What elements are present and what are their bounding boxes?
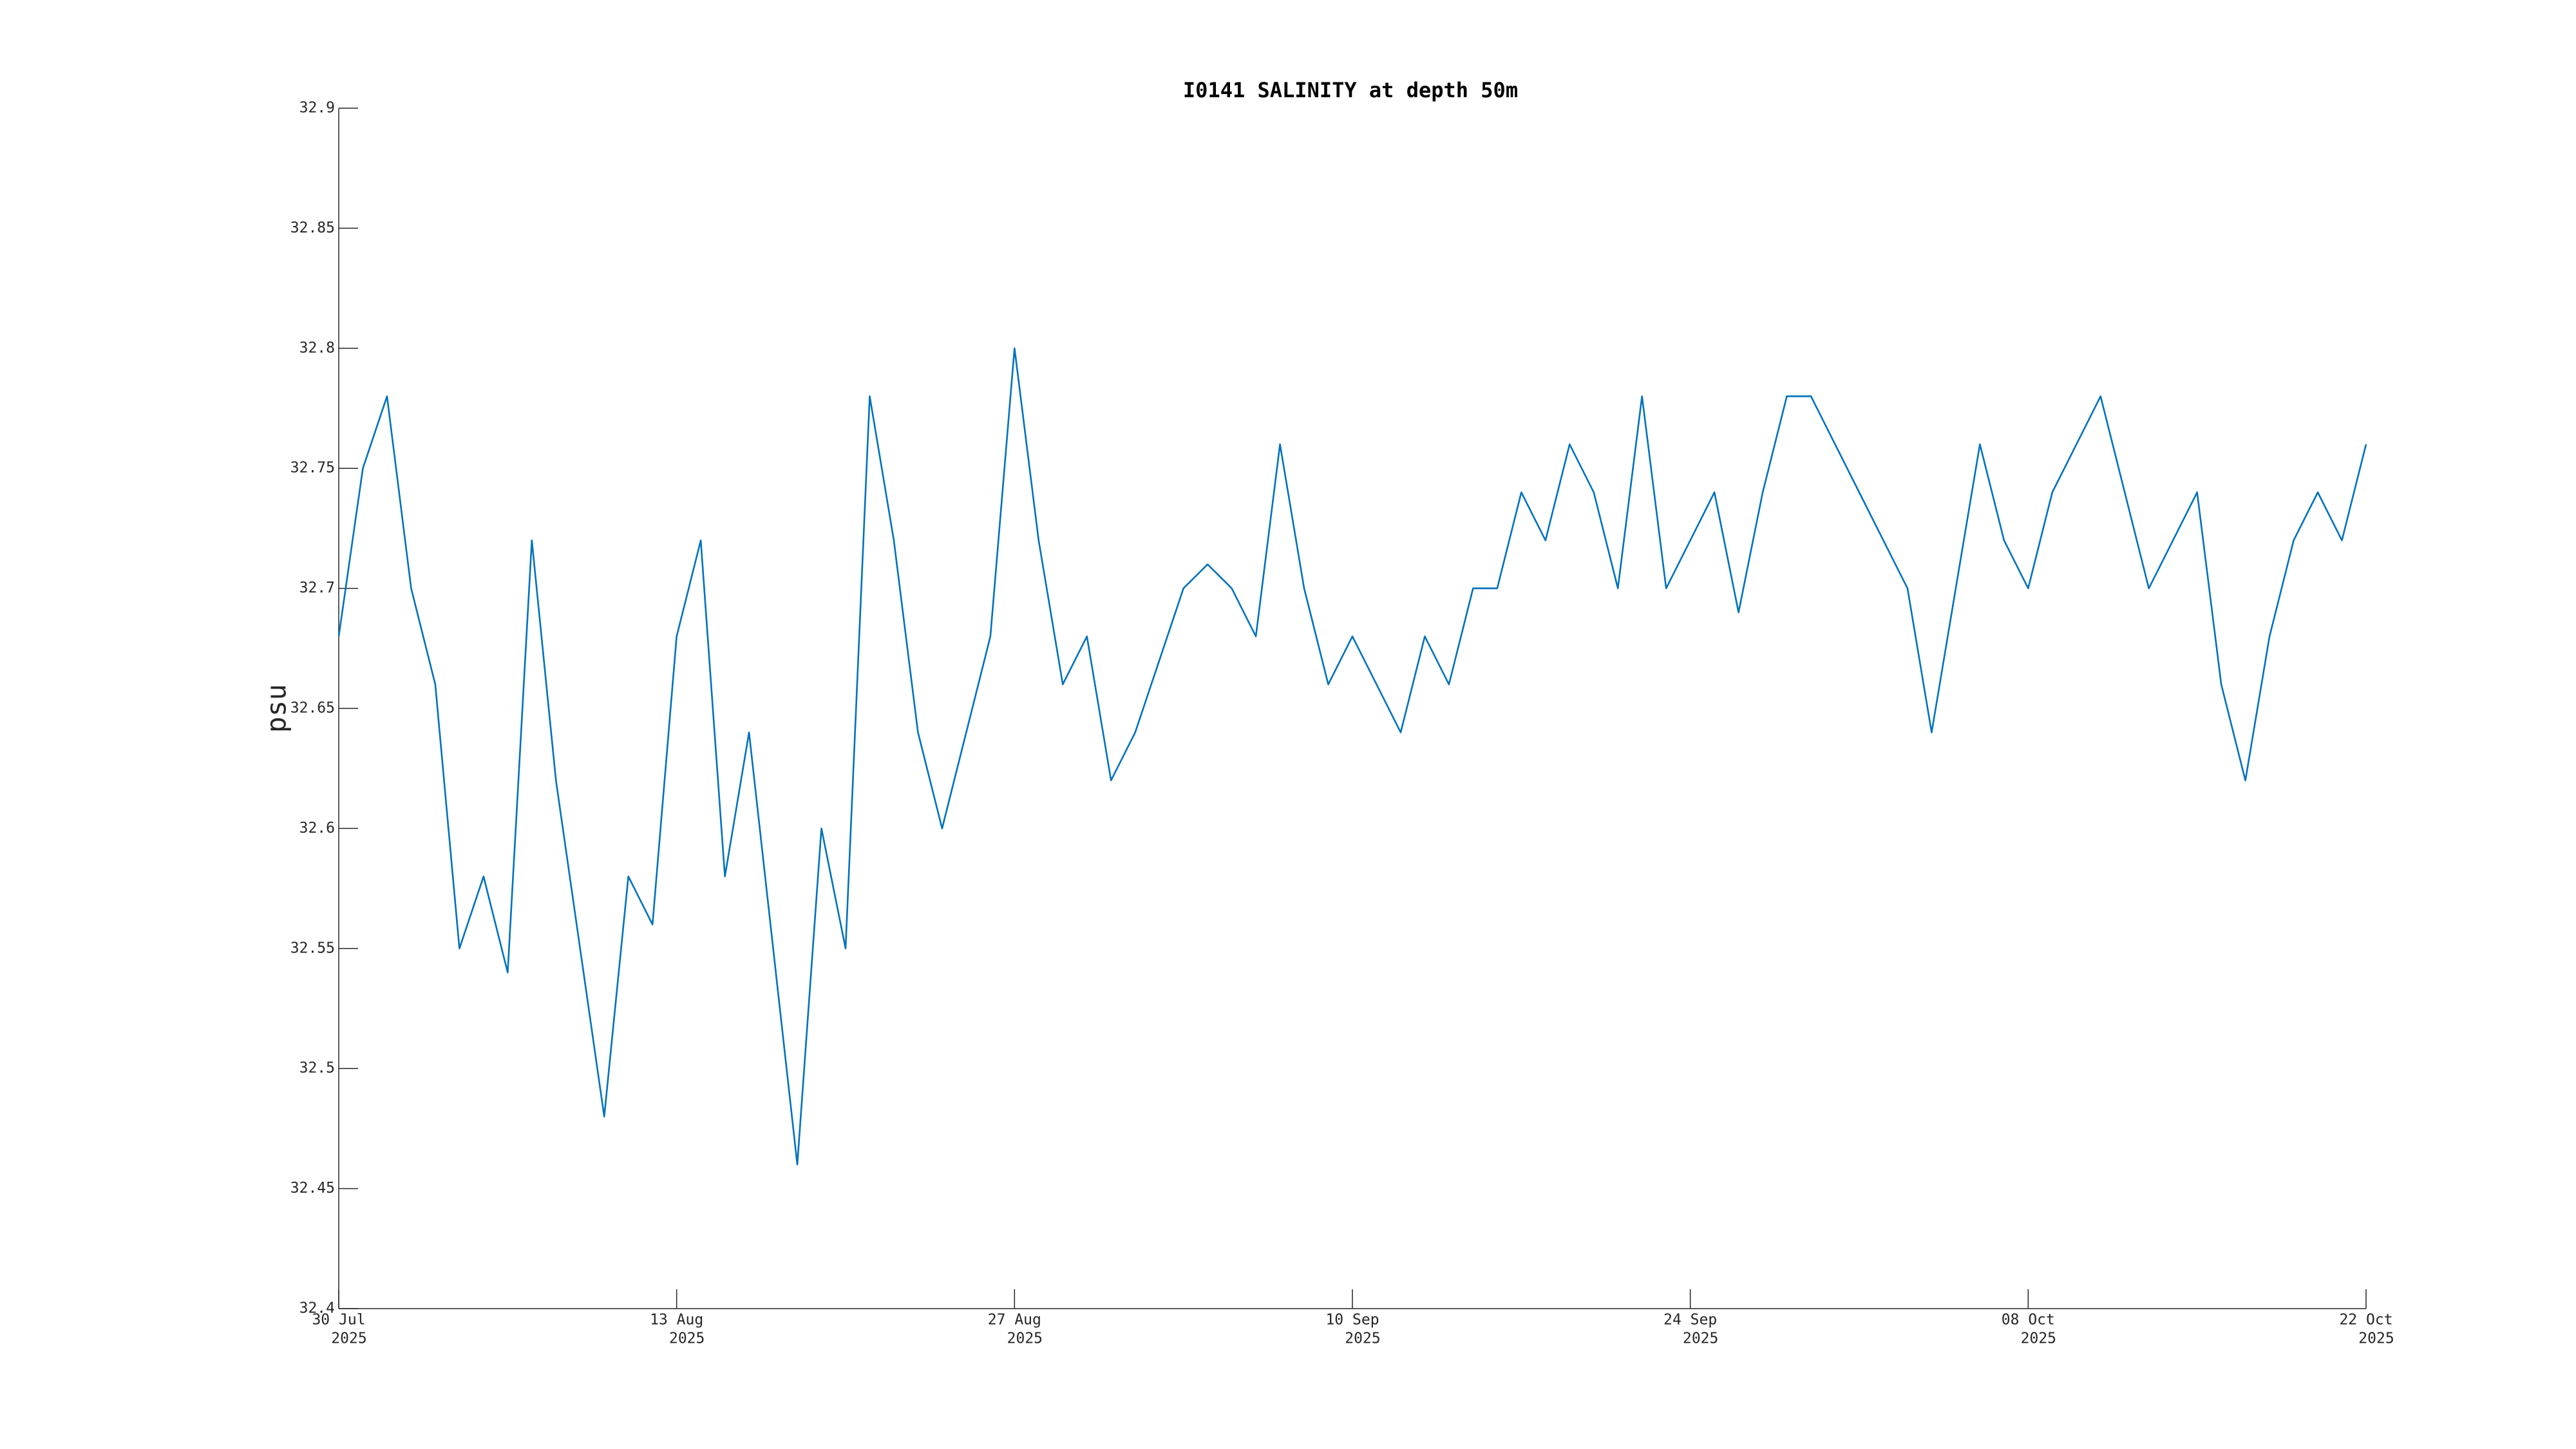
- y-tick-label: 32.85: [290, 220, 335, 236]
- chart-title: I0141 SALINITY at depth 50m: [1183, 78, 1518, 102]
- x-tick-label: 2025: [1683, 1331, 1718, 1347]
- data-line: [337, 347, 2367, 1166]
- y-tick-label: 32.45: [290, 1180, 335, 1197]
- x-tick-label: 2025: [669, 1331, 705, 1347]
- y-tick-label: 32.75: [290, 460, 335, 477]
- x-tick-label: 22 Oct: [2339, 1312, 2392, 1329]
- y-tick-label: 32.4: [299, 1300, 335, 1317]
- x-tick-label: 10 Sep: [1325, 1312, 1379, 1329]
- y-tick-label: 32.9: [299, 100, 335, 117]
- y-tick-label: 32.5: [299, 1060, 335, 1077]
- y-tick-label: 32.55: [290, 940, 335, 956]
- x-tick-label: 13 Aug: [650, 1312, 703, 1329]
- y-axis-label: psu: [261, 684, 292, 733]
- x-tick-label: 2025: [1007, 1331, 1043, 1347]
- y-tick-label: 32.7: [299, 580, 335, 596]
- x-tick-label: 2025: [2021, 1331, 2056, 1347]
- x-tick-label: 08 Oct: [2002, 1312, 2055, 1329]
- x-tick-label: 30 Jul: [312, 1312, 365, 1329]
- x-tick-label: 27 Aug: [988, 1312, 1041, 1329]
- x-tick-label: 2025: [2358, 1331, 2394, 1347]
- y-tick-label: 32.65: [290, 700, 335, 717]
- x-tick-label: 24 Sep: [1663, 1312, 1717, 1329]
- x-tick-label: 2025: [331, 1331, 366, 1347]
- x-tick-label: 2025: [1345, 1331, 1380, 1347]
- y-tick-label: 32.6: [299, 820, 335, 837]
- y-tick-label: 32.8: [299, 339, 335, 356]
